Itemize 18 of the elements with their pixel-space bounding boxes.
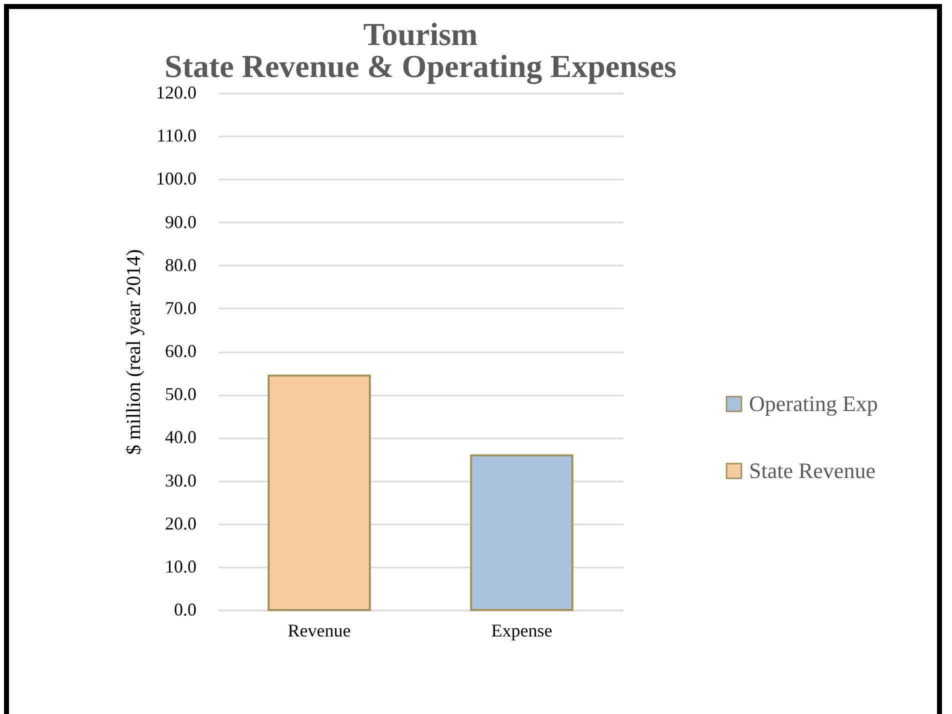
y-tick-label: 90.0	[165, 212, 196, 232]
y-tick-label: 110.0	[156, 126, 196, 146]
y-tick-label: 120.0	[156, 82, 196, 102]
y-tick-label: 20.0	[165, 513, 196, 534]
y-tick-label: 100.0	[156, 168, 196, 189]
y-tick-label: 0.0	[174, 600, 196, 620]
x-tick-label: Expense	[491, 620, 552, 640]
legend-label: Operating Exp	[749, 391, 878, 416]
y-tick-label: 50.0	[165, 384, 196, 404]
y-axis-title: $ million (real year 2014)	[123, 249, 145, 455]
y-tick-label: 70.0	[165, 298, 196, 318]
x-tick-label: Revenue	[288, 620, 351, 640]
y-tick-label: 10.0	[165, 556, 196, 576]
y-tick-label: 80.0	[165, 254, 196, 275]
legend-label: State Revenue	[749, 458, 876, 483]
y-tick-label: 30.0	[165, 470, 196, 490]
y-tick-label: 40.0	[165, 427, 196, 448]
y-tick-label: 60.0	[165, 341, 196, 361]
